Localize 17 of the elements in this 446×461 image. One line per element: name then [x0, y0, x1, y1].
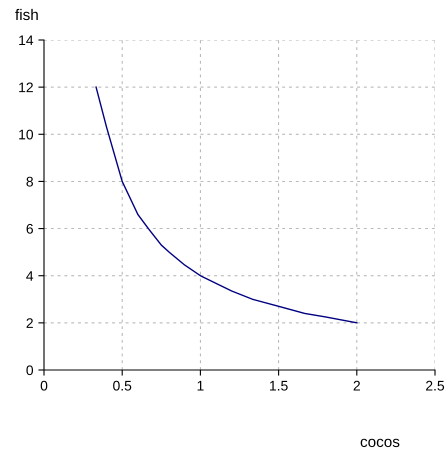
y-tick-label: 0	[26, 365, 34, 376]
x-tick-label: 0	[40, 380, 48, 391]
x-tick-label: 2.5	[426, 380, 444, 391]
x-axis-title: cocos	[360, 438, 400, 448]
x-tick-label: 0.5	[113, 380, 132, 391]
y-tick-label: 8	[26, 176, 33, 187]
y-tick-label: 10	[19, 130, 34, 140]
y-tick-label: 12	[19, 82, 33, 92]
line-series	[95, 86, 358, 324]
y-axis-title: fish	[15, 8, 38, 20]
x-tick-label: 1	[198, 380, 204, 390]
y-tick-label: 14	[19, 35, 34, 46]
x-tick-label: 1.5	[270, 380, 288, 391]
x-tick-label: 2	[354, 380, 360, 390]
y-tick-label: 2	[26, 318, 33, 328]
y-tick-label: 4	[26, 271, 34, 281]
y-tick-label: 6	[26, 224, 33, 234]
